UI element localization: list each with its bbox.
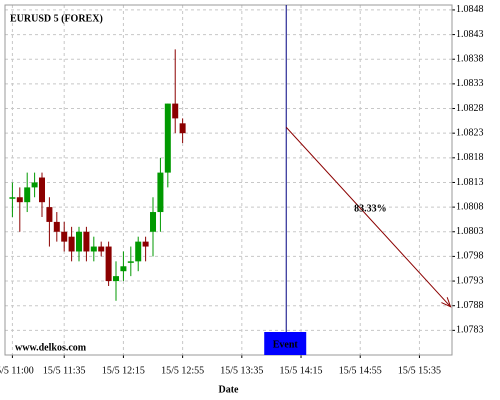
y-tick-label: 1.0783 xyxy=(456,325,484,336)
candle-body xyxy=(90,246,97,252)
candle-body xyxy=(16,197,23,203)
y-tick-label: 1.0838 xyxy=(456,54,484,65)
y-tick-label: 1.0843 xyxy=(456,29,484,40)
x-tick-label: 15/5 13:35 xyxy=(220,365,263,376)
candle-body xyxy=(98,246,105,252)
y-tick-label: 1.0818 xyxy=(456,152,484,163)
candle-body xyxy=(172,103,179,119)
candle-body xyxy=(76,231,83,252)
y-tick-label: 1.0813 xyxy=(456,177,484,188)
y-tick-label: 1.0793 xyxy=(456,275,484,286)
chart-title: EURUSD 5 (FOREX) xyxy=(10,13,103,24)
candle-body xyxy=(31,182,38,188)
y-tick-label: 1.0798 xyxy=(456,251,484,262)
candle-body xyxy=(83,231,90,252)
candle-body xyxy=(61,231,68,242)
candle-body xyxy=(9,197,16,199)
prediction-label: 83.33% xyxy=(354,203,387,214)
x-axis-label: Date xyxy=(219,384,240,395)
y-tick-label: 1.0788 xyxy=(456,300,484,311)
y-tick-label: 1.0828 xyxy=(456,103,484,114)
x-tick-label: 15/5 12:55 xyxy=(161,365,204,376)
candle-body xyxy=(127,261,134,263)
event-label: Event xyxy=(273,339,299,350)
candle-body xyxy=(179,123,186,134)
arrow-head xyxy=(441,297,452,308)
x-tick-label: 15/5 14:55 xyxy=(339,365,382,376)
candle-body xyxy=(46,207,53,222)
candle-body xyxy=(24,187,31,203)
candle-body xyxy=(142,241,149,247)
candle-body xyxy=(68,236,75,252)
x-tick-label: 15/5 12:15 xyxy=(102,365,145,376)
candle-body xyxy=(39,177,46,203)
x-tick-label: 15/5 14:15 xyxy=(279,365,322,376)
candle-body xyxy=(135,241,142,262)
candle-body xyxy=(164,103,171,173)
candle-body xyxy=(53,221,60,232)
candle-body xyxy=(157,172,164,213)
prediction-arrow xyxy=(285,126,451,308)
y-tick-label: 1.0808 xyxy=(456,201,484,212)
plot-area xyxy=(5,5,452,355)
y-tick-label: 1.0803 xyxy=(456,226,484,237)
x-tick-label: 15/5 11:00 xyxy=(0,365,34,376)
watermark: www.delkos.com xyxy=(15,342,87,353)
event-box xyxy=(264,332,307,355)
x-tick-label: 15/5 15:35 xyxy=(398,365,441,376)
plot-frame xyxy=(4,4,453,356)
y-tick-label: 1.0823 xyxy=(456,127,484,138)
candle-body xyxy=(113,276,120,282)
x-tick-label: 15/5 11:35 xyxy=(43,365,86,376)
candle-body xyxy=(150,212,157,232)
candle-body xyxy=(105,246,112,282)
y-tick-label: 1.0833 xyxy=(456,78,484,89)
y-tick-label: 1.0848 xyxy=(456,4,484,15)
candle-body xyxy=(120,266,127,272)
